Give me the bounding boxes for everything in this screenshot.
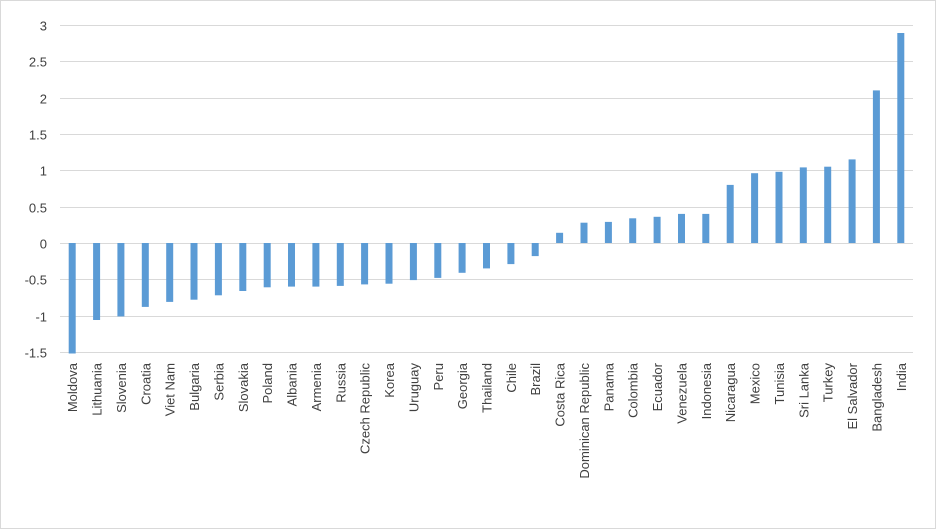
bar — [166, 243, 174, 302]
y-tick-label: 1.5 — [29, 128, 47, 143]
x-tick-label: Armenia — [309, 362, 324, 411]
x-tick-label: Serbia — [211, 362, 226, 400]
bar — [239, 243, 247, 291]
bar — [531, 243, 539, 257]
x-tick-label: Brazil — [528, 363, 543, 396]
bar — [336, 243, 344, 286]
x-tick-label: Peru — [431, 363, 446, 390]
bar — [848, 159, 856, 243]
bar — [775, 171, 783, 243]
y-tick-label: 1 — [40, 164, 47, 179]
y-axis-ticks: -1.5 -1 -0.5 0 0.5 1 1.5 2 2.5 3 — [25, 19, 47, 361]
bar — [580, 222, 588, 243]
x-tick-label: Venezuela — [675, 362, 690, 423]
y-tick-label: -1 — [35, 310, 47, 325]
x-tick-label: Panama — [601, 362, 616, 411]
x-tick-label: Ecuador — [650, 362, 665, 411]
x-tick-label: Uruguay — [406, 363, 421, 413]
bar — [93, 243, 101, 320]
x-tick-label: Lithuania — [90, 362, 105, 416]
bar — [434, 243, 442, 278]
bar — [653, 216, 661, 243]
bar — [897, 33, 905, 243]
x-tick-label: Czech Republic — [358, 363, 373, 455]
x-tick-label: Costa Rica — [553, 362, 568, 426]
x-tick-label: Mexico — [748, 363, 763, 404]
y-tick-label: 0.5 — [29, 201, 47, 216]
x-tick-label: Bangladesh — [869, 363, 884, 432]
x-tick-label: Moldova — [65, 362, 80, 412]
y-tick-label: -1.5 — [25, 346, 47, 361]
bar — [409, 243, 417, 281]
x-tick-label: India — [894, 362, 909, 391]
y-tick-label: 2 — [40, 92, 47, 107]
y-tick-label: 2.5 — [29, 55, 47, 70]
bar — [458, 243, 466, 273]
x-axis-ticks: Moldova Lithuania Slovenia Croatia Viet Nam B… — [65, 362, 909, 478]
x-tick-label: Croatia — [138, 362, 153, 405]
x-tick-label: Indonesia — [699, 362, 714, 419]
bar — [702, 213, 710, 243]
x-tick-label: Nicaragua — [723, 362, 738, 422]
x-tick-label: Thailand — [480, 363, 495, 413]
bar — [141, 243, 149, 307]
bar — [751, 173, 759, 243]
y-tick-label: 3 — [40, 19, 47, 34]
x-tick-label: Georgia — [455, 362, 470, 409]
bar — [604, 221, 612, 243]
x-tick-label: Sri Lanka — [796, 362, 811, 418]
y-tick-label: 0 — [40, 237, 47, 252]
bar — [361, 243, 369, 285]
bar — [68, 243, 76, 354]
bar — [312, 243, 320, 287]
bar — [385, 243, 393, 284]
bar — [507, 243, 515, 265]
x-tick-label: Russia — [333, 362, 348, 403]
bar — [872, 90, 880, 244]
bars — [68, 33, 905, 354]
bar — [629, 218, 637, 243]
bar — [263, 243, 271, 288]
x-tick-label: Dominican Republic — [577, 363, 592, 479]
bar — [288, 243, 295, 287]
bar — [726, 184, 734, 243]
bar — [824, 166, 832, 243]
x-tick-label: Colombia — [626, 362, 641, 418]
bar — [678, 213, 685, 243]
x-tick-label: Bulgaria — [187, 362, 202, 410]
x-tick-label: Slovenia — [114, 362, 129, 413]
bar — [556, 232, 564, 243]
x-tick-label: Tunisia — [772, 362, 787, 404]
x-tick-label: Poland — [260, 363, 275, 403]
x-tick-label: Turkey — [821, 363, 836, 403]
x-tick-label: El Salvador — [845, 362, 860, 429]
bar — [483, 243, 490, 269]
x-tick-label: Slovakia — [236, 362, 251, 412]
bar — [117, 243, 125, 317]
bar — [214, 243, 222, 296]
x-tick-label: Albania — [285, 362, 300, 406]
gridlines — [60, 25, 913, 353]
bar — [799, 167, 807, 243]
x-tick-label: Chile — [504, 363, 519, 393]
x-tick-label: Viet Nam — [163, 363, 178, 416]
bar — [190, 243, 198, 300]
y-tick-label: -0.5 — [25, 273, 47, 288]
x-tick-label: Korea — [382, 362, 397, 397]
